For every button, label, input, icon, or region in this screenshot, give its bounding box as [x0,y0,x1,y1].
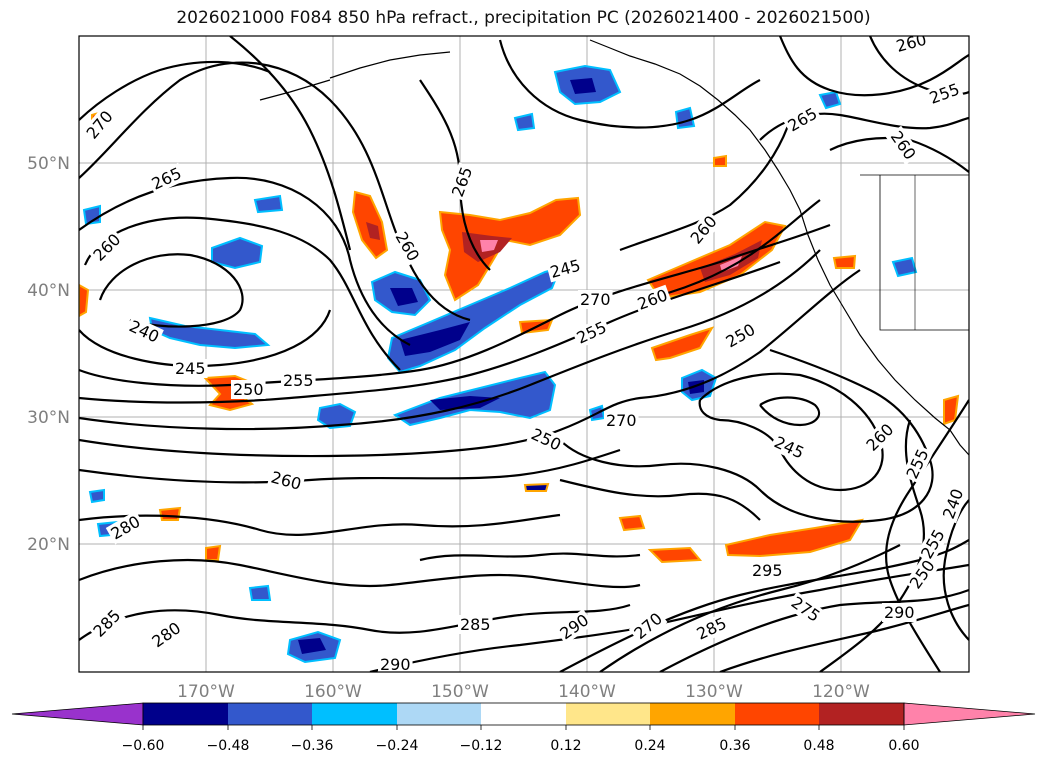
colorbar-tick-label: 0.12 [550,738,581,754]
contour-label: 250 [233,380,264,399]
colorbar-tick-label: −0.24 [376,738,419,754]
colorbar-tick-label: −0.60 [122,738,165,754]
contour-label: 245 [175,359,206,378]
colorbar-tick-label: 0.60 [888,738,919,754]
colorbar-swatch [228,703,312,725]
longitude-labels: 170°W 160°W 150°W 140°W 130°W 120°W [177,682,870,702]
lat-label: 20°N [27,535,70,555]
map-title: 2026021000 F084 850 hPa refract., precip… [176,8,871,28]
colorbar-swatch [312,703,397,725]
lon-label: 160°W [304,682,362,702]
colorbar-tick-label: 0.36 [719,738,750,754]
colorbar-swatch [650,703,735,725]
contour-label: 295 [752,561,783,580]
colorbar-swatch [819,703,904,725]
lat-label: 50°N [27,154,70,174]
lat-label: 30°N [27,408,70,428]
contour-label: 290 [380,655,411,674]
colorbar-swatch [397,703,481,725]
coastline [259,39,969,456]
contour-label: 255 [283,371,314,390]
colorbar-tick-label: −0.48 [207,738,250,754]
colorbar-tick-label: 0.48 [803,738,834,754]
contour-label: 290 [884,603,915,622]
colorbar-swatch [143,703,228,725]
lon-label: 150°W [431,682,489,702]
lon-label: 140°W [558,682,616,702]
lon-label: 120°W [812,682,870,702]
colorbar-extend-max [903,702,1036,726]
colorbar-swatch [735,703,819,725]
colorbar-swatch [481,703,566,725]
colorbar-swatch [566,703,650,725]
contour-label: 285 [460,615,491,634]
plot-frame [78,35,970,673]
colorbar: −0.60 −0.48 −0.36 −0.24 −0.12 0.12 0.24 … [11,702,1036,754]
contour-label: 270 [580,290,611,309]
lon-label: 170°W [177,682,235,702]
colorbar-tick-label: −0.12 [460,738,503,754]
colorbar-tick-label: −0.36 [291,738,334,754]
plot-area [79,36,969,672]
contour-lines [79,36,969,672]
contour-label: 270 [606,411,637,430]
lon-label: 130°W [685,682,743,702]
colorbar-tick-label: 0.24 [634,738,665,754]
lat-label: 40°N [27,281,70,301]
latitude-labels: 50°N 40°N 30°N 20°N [27,154,70,555]
colorbar-extend-min [11,702,144,726]
